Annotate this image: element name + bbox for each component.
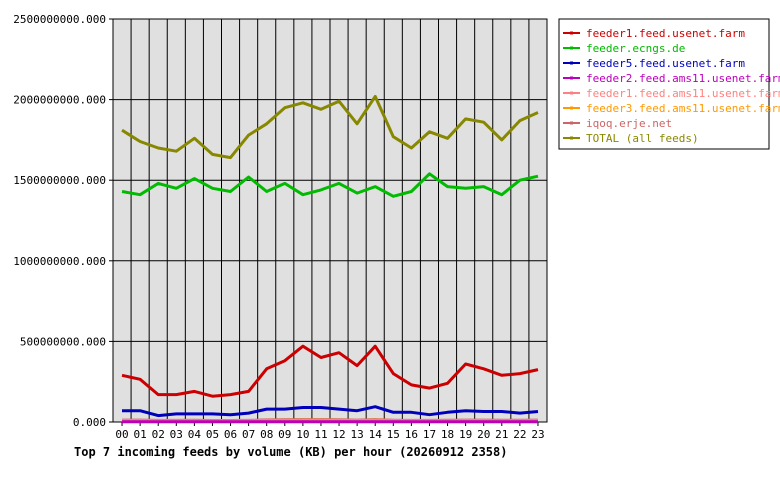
x-tick-label: 09 xyxy=(278,428,291,441)
y-axis-ticks: 0.000 500000000.000 1000000000.000 15000000… xyxy=(13,13,113,429)
x-tick-label: 13 xyxy=(351,428,364,441)
x-tick-label: 10 xyxy=(296,428,309,441)
legend-label: TOTAL (all feeds) xyxy=(586,132,699,145)
y-tick-label: 0.000 xyxy=(73,416,106,429)
legend-label: feeder2.feed.ams11.usenet.farm xyxy=(586,72,780,85)
x-tick-label: 01 xyxy=(134,428,147,441)
y-tick-label: 500000000.000 xyxy=(20,335,106,348)
x-tick-label: 00 xyxy=(115,428,128,441)
legend-label: feeder.ecngs.de xyxy=(586,42,685,55)
legend-label: feeder1.feed.ams11.usenet.farm xyxy=(586,87,780,100)
x-tick-label: 22 xyxy=(513,428,526,441)
y-tick-label: 1500000000.000 xyxy=(13,174,106,187)
x-tick-label: 17 xyxy=(423,428,436,441)
x-tick-label: 14 xyxy=(369,428,383,441)
legend-label: feeder5.feed.usenet.farm xyxy=(586,57,745,70)
x-tick-label: 08 xyxy=(260,428,273,441)
x-tick-label: 07 xyxy=(242,428,255,441)
legend-marker xyxy=(570,62,573,65)
legend-marker xyxy=(570,107,573,110)
y-tick-label: 2000000000.000 xyxy=(13,94,106,107)
x-tick-label: 11 xyxy=(314,428,327,441)
legend-label: feeder1.feed.usenet.farm xyxy=(586,27,745,40)
legend-marker xyxy=(570,77,573,80)
x-tick-label: 04 xyxy=(188,428,202,441)
chart-title: Top 7 incoming feeds by volume (KB) per … xyxy=(74,445,507,459)
legend-marker xyxy=(570,137,573,140)
legend-marker xyxy=(570,122,573,125)
legend: feeder1.feed.usenet.farm feeder.ecngs.de f… xyxy=(559,19,780,149)
x-tick-label: 16 xyxy=(405,428,418,441)
x-tick-label: 18 xyxy=(441,428,454,441)
legend-marker xyxy=(570,47,573,50)
x-tick-label: 05 xyxy=(206,428,219,441)
y-tick-label: 1000000000.000 xyxy=(13,255,106,268)
legend-marker xyxy=(570,32,573,35)
legend-label: feeder3.feed.ams11.usenet.farm xyxy=(586,102,780,115)
x-axis-ticks: 00 01 02 03 04 05 06 07 08 09 10 11 12 13 14 15 16 17 18 19… xyxy=(115,422,544,441)
x-tick-label: 23 xyxy=(531,428,544,441)
x-tick-label: 15 xyxy=(387,428,400,441)
x-tick-label: 02 xyxy=(152,428,165,441)
x-tick-label: 19 xyxy=(459,428,472,441)
x-tick-label: 12 xyxy=(332,428,345,441)
x-tick-label: 06 xyxy=(224,428,237,441)
legend-marker xyxy=(570,92,573,95)
x-tick-label: 20 xyxy=(477,428,490,441)
legend-label: iqoq.erje.net xyxy=(586,117,672,130)
x-tick-label: 03 xyxy=(170,428,183,441)
x-tick-label: 21 xyxy=(495,428,508,441)
y-tick-label: 2500000000.000 xyxy=(13,13,106,26)
